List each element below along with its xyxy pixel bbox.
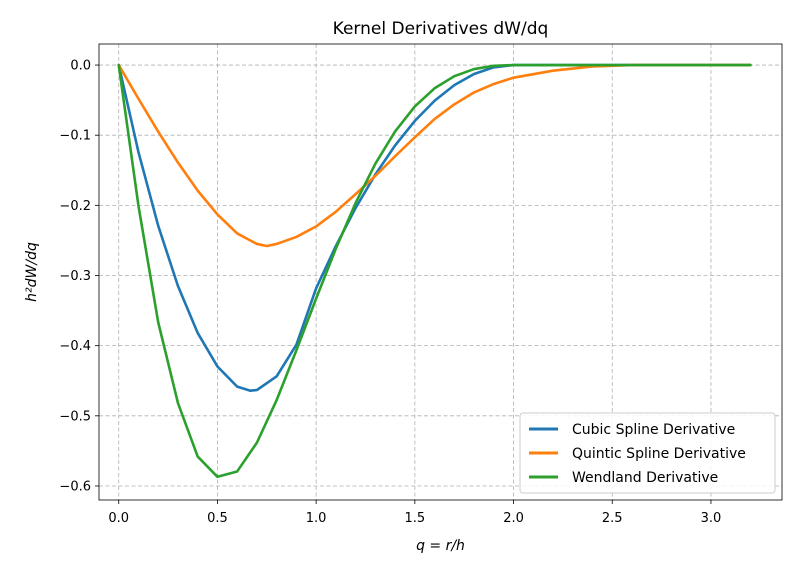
legend-label-wendland-derivative: Wendland Derivative (572, 470, 718, 486)
legend-label-cubic-spline-derivative: Cubic Spline Derivative (572, 422, 735, 438)
x-tick-label: 2.0 (503, 511, 524, 526)
x-tick-label: 0.5 (207, 511, 228, 526)
legend-frame (519, 412, 776, 494)
legend-label-quintic-spline-derivative: Quintic Spline Derivative (572, 446, 746, 462)
y-tick-label: −0.4 (59, 339, 91, 354)
chart-title: Kernel Derivatives dW/dq (333, 19, 549, 39)
x-tick-label: 1.0 (306, 511, 327, 526)
y-tick-label: −0.6 (59, 479, 91, 494)
series-line-wendland-derivative (117, 63, 752, 479)
y-axis-ticks: 0.0 −0.1 −0.2 −0.3 −0.4 −0.5 −0.6 (59, 59, 99, 494)
x-axis-ticks: 0.0 0.5 1.0 1.5 2.0 2.5 3.0 (108, 500, 721, 526)
y-tick-label: −0.2 (59, 199, 91, 214)
y-tick-label: −0.1 (59, 129, 91, 144)
x-tick-label: 1.5 (404, 511, 425, 526)
y-tick-label: −0.5 (59, 409, 91, 424)
series-line-quintic-spline-derivative (117, 63, 752, 248)
series-line-cubic-spline-derivative (117, 63, 752, 393)
x-axis-label: q = r/h (416, 538, 465, 554)
y-tick-label: 0.0 (70, 59, 91, 74)
x-tick-label: 2.5 (602, 511, 623, 526)
series-layer (117, 63, 752, 479)
plot-frame (98, 43, 783, 501)
y-axis-label: h²dW/dq (24, 242, 40, 302)
x-tick-label: 3.0 (701, 511, 722, 526)
y-tick-label: −0.3 (59, 269, 91, 284)
x-tick-label: 0.0 (108, 511, 129, 526)
legend: Cubic Spline Derivative Quintic Spline De… (519, 412, 776, 494)
